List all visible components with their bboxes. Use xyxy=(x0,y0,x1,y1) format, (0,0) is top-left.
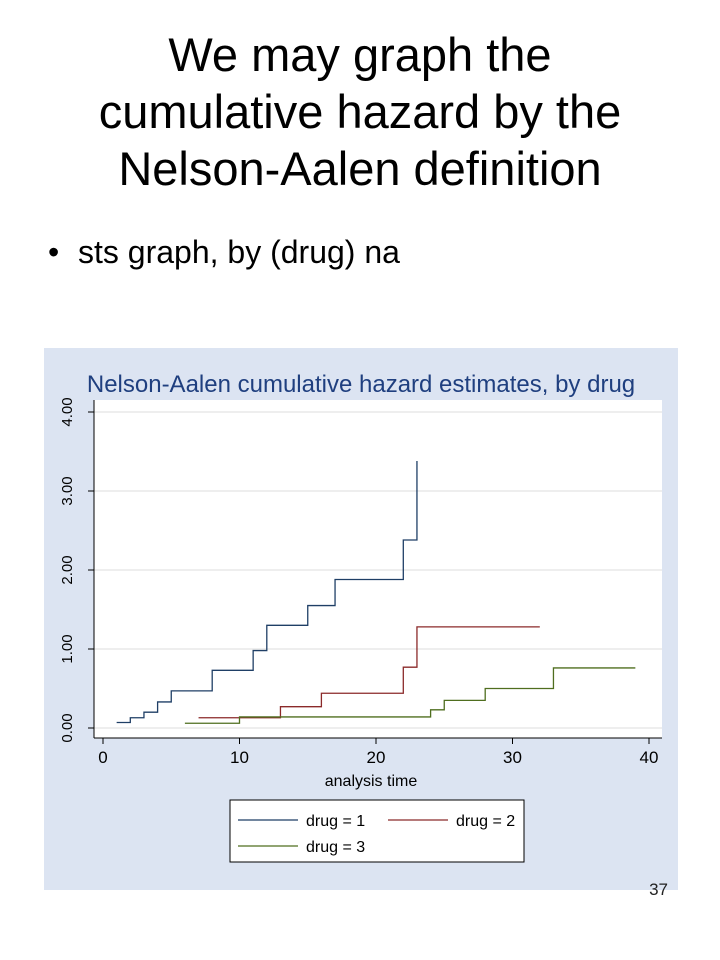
chart-title: Nelson-Aalen cumulative hazard estimates… xyxy=(87,371,635,398)
page-number: 37 xyxy=(649,880,668,899)
series-line xyxy=(116,460,418,724)
series-line xyxy=(184,667,636,724)
x-axis-label: analysis time xyxy=(325,773,418,790)
y-tick-label: 1.00 xyxy=(59,634,76,663)
legend-label: drug = 1 xyxy=(306,813,365,830)
bullet-item: • sts graph, by (drug) na xyxy=(48,232,400,272)
legend-box xyxy=(229,799,525,863)
legend-label: drug = 2 xyxy=(456,813,515,830)
bullet-dot-icon: • xyxy=(48,234,60,270)
chart-svg: Nelson-Aalen cumulative hazard estimates… xyxy=(59,371,662,863)
y-tick-label: 4.00 xyxy=(59,397,76,426)
slide-title-line: cumulative hazard by the xyxy=(98,85,622,138)
slide-title: We may graph the cumulative hazard by th… xyxy=(0,26,720,197)
y-tick-label: 0.00 xyxy=(59,713,76,742)
series-line xyxy=(198,626,540,719)
slide-title-line: Nelson-Aalen definition xyxy=(118,142,602,195)
x-tick-label: 30 xyxy=(503,748,522,767)
x-tick-label: 20 xyxy=(367,748,386,767)
x-tick-label: 40 xyxy=(640,748,659,767)
legend-label: drug = 3 xyxy=(306,839,365,856)
x-tick-label: 0 xyxy=(98,748,107,767)
plot-area xyxy=(94,400,662,738)
slide-title-line: We may graph the xyxy=(168,28,552,81)
chart-figure: Nelson-Aalen cumulative hazard estimates… xyxy=(44,348,678,890)
x-tick-label: 10 xyxy=(230,748,249,767)
y-tick-label: 3.00 xyxy=(59,476,76,505)
y-tick-label: 2.00 xyxy=(59,555,76,584)
bullet-text: sts graph, by (drug) na xyxy=(78,234,400,270)
